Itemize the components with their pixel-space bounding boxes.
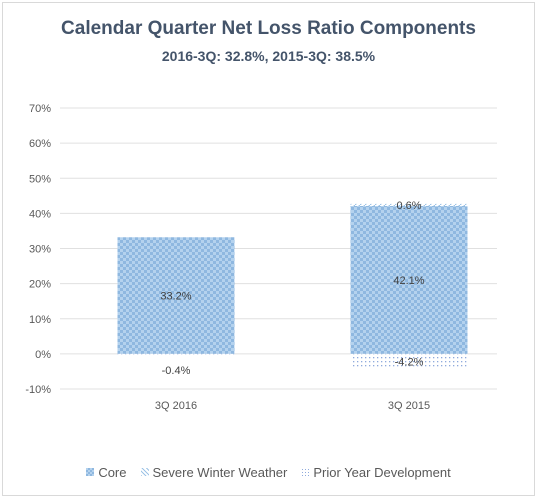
y-tick-label: 0% xyxy=(35,349,51,361)
data-label: -4.2% xyxy=(395,356,424,368)
legend-label: Prior Year Development xyxy=(313,464,451,480)
y-tick-label: 20% xyxy=(29,279,51,291)
x-tick-label: 3Q 2015 xyxy=(388,400,430,412)
bars xyxy=(117,203,468,369)
legend-item-core: Core xyxy=(86,464,127,480)
data-label: -0.4% xyxy=(162,365,191,377)
legend-swatch xyxy=(86,468,95,476)
data-label: 0.6% xyxy=(396,200,421,212)
chart-subtitle: 2016-3Q: 32.8%, 2015-3Q: 38.5% xyxy=(161,48,376,64)
y-tick-label: 70% xyxy=(29,103,51,115)
legend-item-severe-winter-weather: Severe Winter Weather xyxy=(140,464,288,480)
y-axis-ticks: -10% 0% 10% 20% 30% 40% 50% 60% 70% xyxy=(25,103,51,396)
chart-title: Calendar Quarter Net Loss Ratio Componen… xyxy=(61,18,476,39)
x-tick-label: 3Q 2016 xyxy=(155,400,197,412)
bar-core xyxy=(117,237,235,354)
legend-item-prior-year-development: Prior Year Development xyxy=(301,464,451,480)
legend-swatch xyxy=(140,468,149,476)
x-axis-ticks: 3Q 2016 3Q 2015 xyxy=(155,400,430,412)
legend-label: Core xyxy=(98,464,127,480)
y-tick-label: 40% xyxy=(29,208,51,220)
data-label: 33.2% xyxy=(160,291,191,303)
legend: Core Severe Winter Weather Prior Year Deve… xyxy=(0,464,537,480)
y-tick-label: 50% xyxy=(29,173,51,185)
legend-label: Severe Winter Weather xyxy=(152,464,288,480)
y-tick-label: 30% xyxy=(29,244,51,256)
bar-core xyxy=(350,205,468,354)
data-labels: 33.2% -0.4% 42.1% 0.6% -4.2% xyxy=(160,200,424,377)
y-tick-label: -10% xyxy=(25,384,51,396)
y-tick-label: 60% xyxy=(29,138,51,150)
bar-severe-winter-weather xyxy=(350,203,468,206)
bar-prior-year-development xyxy=(350,353,468,369)
y-tick-label: 10% xyxy=(29,314,51,326)
bar-prior-year-development xyxy=(117,353,235,356)
data-label: 42.1% xyxy=(393,275,424,287)
legend-swatch xyxy=(301,468,310,476)
